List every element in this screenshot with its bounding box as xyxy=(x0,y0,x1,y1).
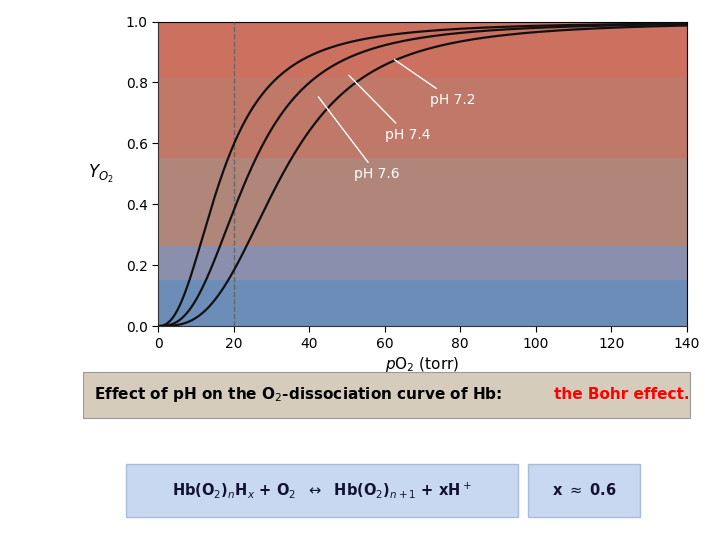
Text: x $\approx$ 0.6: x $\approx$ 0.6 xyxy=(552,482,616,499)
Text: pH 7.2: pH 7.2 xyxy=(395,60,475,107)
Text: pH 7.6: pH 7.6 xyxy=(319,97,400,182)
Bar xyxy=(158,22,687,77)
FancyBboxPatch shape xyxy=(528,464,640,517)
Text: Hb(O$_2$)$_n$H$_x$ + O$_2$  $\leftrightarrow$  Hb(O$_2$)$_{n+1}$ + xH$^+$: Hb(O$_2$)$_n$H$_x$ + O$_2$ $\leftrightar… xyxy=(172,480,472,501)
Bar xyxy=(158,245,687,279)
FancyBboxPatch shape xyxy=(126,464,518,517)
FancyBboxPatch shape xyxy=(83,372,690,418)
Text: pH 7.4: pH 7.4 xyxy=(349,75,430,142)
Text: the Bohr effect.: the Bohr effect. xyxy=(554,388,689,402)
Text: Effect of pH on the O$_2$-dissociation curve of Hb:: Effect of pH on the O$_2$-dissociation c… xyxy=(93,385,503,404)
Y-axis label: $Y_{O_2}$: $Y_{O_2}$ xyxy=(88,163,114,185)
X-axis label: $p$O$_2$ (torr): $p$O$_2$ (torr) xyxy=(385,355,459,374)
Bar xyxy=(158,279,687,326)
Bar xyxy=(158,157,687,245)
Bar xyxy=(158,77,687,157)
